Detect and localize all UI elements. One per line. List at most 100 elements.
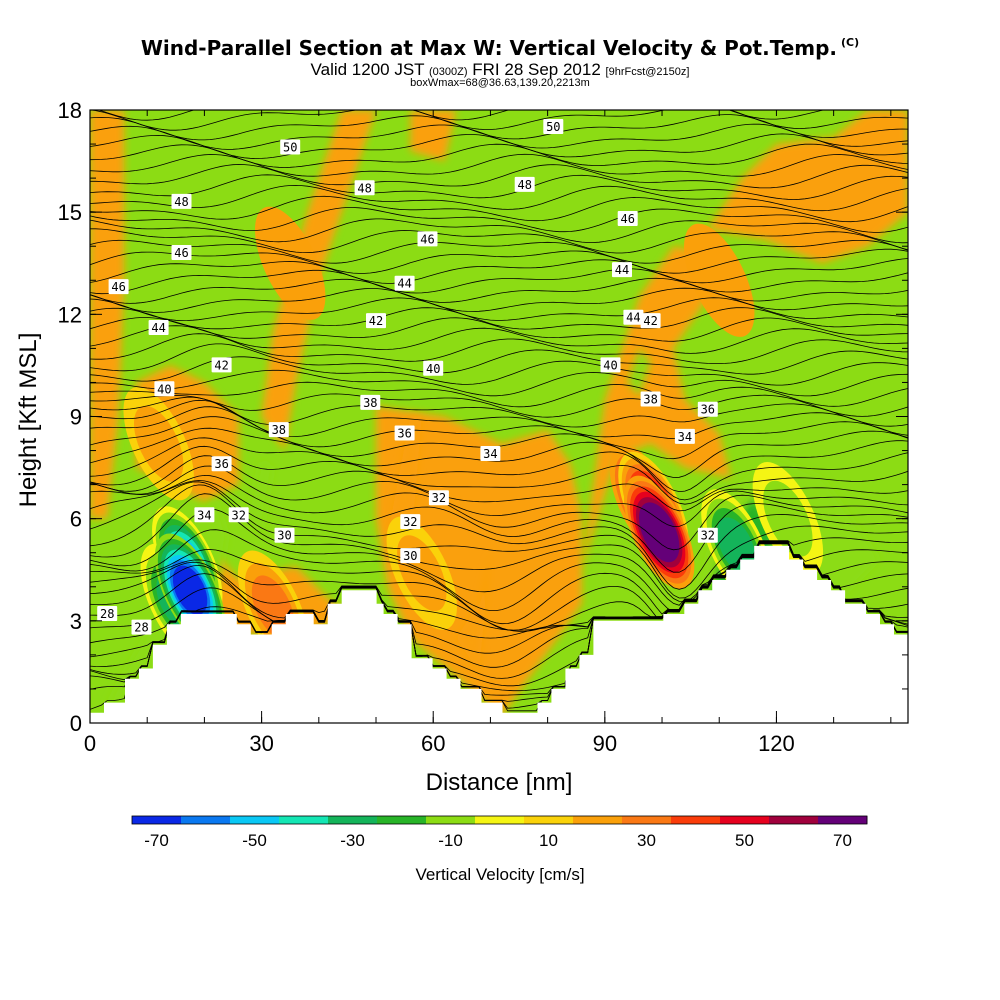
theta-contour-line xyxy=(90,153,908,177)
contour-label: 46 xyxy=(417,231,438,247)
contour-label-text: 46 xyxy=(174,246,188,260)
contour-label: 44 xyxy=(612,262,632,278)
chart-title: Wind-Parallel Section at Max W: Vertical… xyxy=(140,36,860,60)
contour-label-text: 32 xyxy=(403,515,417,529)
colorbar-tick-label: 70 xyxy=(833,831,852,850)
y-tick-label: 0 xyxy=(70,711,82,736)
contour-label: 46 xyxy=(617,211,638,226)
contour-label-text: 44 xyxy=(615,263,629,277)
x-tick-label: 120 xyxy=(758,731,795,756)
contour-label-text: 46 xyxy=(620,212,634,226)
contour-label-text: 44 xyxy=(397,277,411,291)
theta-contour-line xyxy=(90,493,908,602)
contour-label-text: 34 xyxy=(483,447,497,461)
colorbar-swatch xyxy=(181,816,231,824)
theta-contour-line xyxy=(90,297,908,322)
y-tick-label: 6 xyxy=(70,507,82,532)
contour-label-text: 34 xyxy=(197,508,211,522)
y-tick-label: 15 xyxy=(58,200,82,225)
y-tick-label: 12 xyxy=(58,302,82,327)
contour-label-text: 36 xyxy=(701,403,715,417)
colorbar-tick-label: -50 xyxy=(242,831,267,850)
x-tick-label: 60 xyxy=(421,731,445,756)
theta-contour-line xyxy=(90,437,908,501)
colorbar-swatch xyxy=(524,816,574,824)
updraft-band-upper-b xyxy=(410,110,457,162)
theta-contour-line xyxy=(90,445,908,505)
theta-contour-line xyxy=(90,239,908,264)
theta-contour-line xyxy=(90,258,908,284)
theta-contour-line xyxy=(90,287,908,313)
contour-label: 40 xyxy=(423,360,444,376)
colorbar-swatch xyxy=(377,816,427,824)
theta-contour-line xyxy=(90,480,908,573)
contour-label-text: 48 xyxy=(357,181,371,195)
colorbar-title: Vertical Velocity [cm/s] xyxy=(415,865,584,884)
contour-label: 32 xyxy=(697,527,718,543)
contour-label-text: 32 xyxy=(432,491,446,505)
velocity-cell-ring xyxy=(134,405,184,482)
contour-label-text: 30 xyxy=(277,529,291,543)
theta-contour-line xyxy=(90,218,908,244)
theta-contour-line xyxy=(90,277,908,304)
theta-contour-line xyxy=(90,307,908,330)
theta-contour-line xyxy=(90,343,908,375)
theta-contour-line xyxy=(90,381,908,408)
contour-label-text: 42 xyxy=(214,358,228,372)
velocity-cell-ring xyxy=(641,507,677,557)
updraft-ridge-right xyxy=(581,246,754,570)
theta-contour-line xyxy=(90,268,908,295)
contour-label-text: 46 xyxy=(111,280,125,294)
contour-label: 36 xyxy=(211,456,232,472)
contour-label: 48 xyxy=(514,176,535,192)
colorbar-swatch xyxy=(230,816,280,824)
theta-contour-line xyxy=(97,110,826,121)
contour-label: 38 xyxy=(268,422,289,438)
theta-contour-line xyxy=(90,369,908,397)
contour-label: 48 xyxy=(354,180,375,196)
contour-label-text: 48 xyxy=(517,178,531,192)
colorbar-swatch xyxy=(279,816,329,824)
colorbar: -70 -50 -30 -10 10 30 50 70 xyxy=(131,815,868,850)
contour-label: 42 xyxy=(366,313,386,329)
contour-label-text: 32 xyxy=(231,508,245,522)
x-tick-label: 90 xyxy=(593,731,617,756)
colorbar-swatch xyxy=(573,816,623,824)
theta-contour-line xyxy=(90,228,908,254)
contour-label: 44 xyxy=(148,320,169,335)
colorbar-frame xyxy=(131,815,868,825)
contour-label: 38 xyxy=(360,394,381,410)
contour-label: 32 xyxy=(428,490,449,506)
theta-contour-line xyxy=(90,207,908,233)
colorbar-tick-label: -30 xyxy=(340,831,365,850)
theta-contour-line xyxy=(90,195,908,223)
contour-label-text: 40 xyxy=(157,382,171,396)
contour-label: 28 xyxy=(97,606,118,621)
contour-label: 46 xyxy=(108,279,129,295)
colorbar-tick-label: 10 xyxy=(539,831,558,850)
theta-contour-line xyxy=(90,474,908,551)
contour-label-text: 38 xyxy=(272,423,286,437)
contour-label: 32 xyxy=(400,514,421,530)
y-axis-label: Height [Kft MSL] xyxy=(15,333,42,508)
updraft-upper-right xyxy=(707,110,908,264)
colorbar-swatch xyxy=(132,816,182,824)
theta-contour-line xyxy=(90,484,908,599)
contour-label: 34 xyxy=(674,428,695,444)
velocity-cell-ring xyxy=(763,480,813,557)
colorbar-swatch xyxy=(671,816,721,824)
contour-label-text: 30 xyxy=(403,549,417,563)
theta-contour-line xyxy=(90,174,908,200)
copyright-mark: (C) xyxy=(841,36,860,49)
contour-label-text: 38 xyxy=(643,393,657,407)
colorbar-swatch xyxy=(475,816,525,824)
theta-contour-line xyxy=(90,393,908,418)
contour-label: 30 xyxy=(274,527,295,543)
colorbar-swatch xyxy=(328,816,378,824)
contour-label: 44 xyxy=(623,309,644,325)
colorbar-tick-label: 30 xyxy=(637,831,656,850)
contour-label-text: 28 xyxy=(134,621,148,635)
velocity-cell-ring xyxy=(251,575,295,639)
contour-label: 42 xyxy=(211,357,232,373)
